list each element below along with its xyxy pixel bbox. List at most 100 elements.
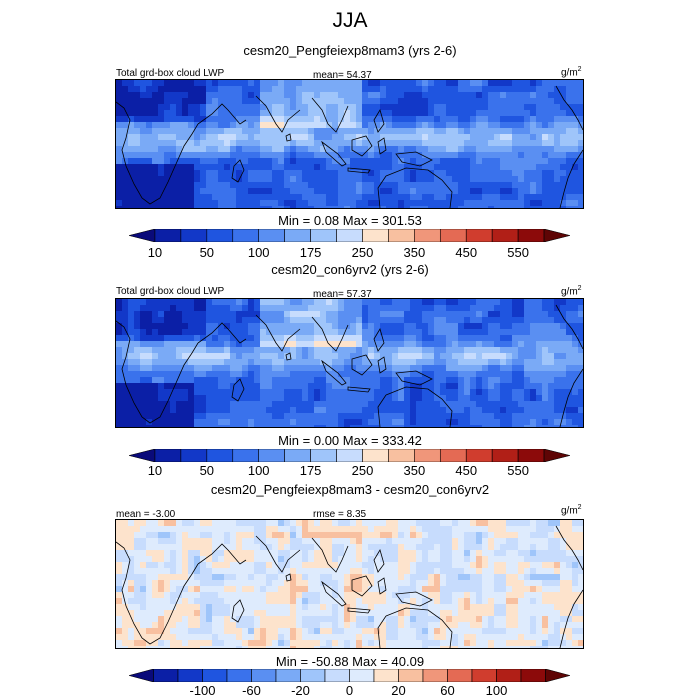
panel-3-colorbar-tick-label: 20 — [391, 683, 406, 698]
panel-1-map-coastline — [351, 135, 373, 157]
panel-2-colorbar-swatch — [284, 449, 311, 462]
panel-2-map-coastline — [377, 386, 453, 427]
panel-1-map-coastline — [116, 101, 199, 205]
panel-2-map-coastline — [116, 320, 199, 424]
panel-3-colorbar-tick-label: 100 — [485, 683, 508, 698]
panel-1-map — [115, 79, 584, 209]
panel-1-colorbar-tick-label: 175 — [299, 245, 322, 260]
panel-3-colorbar-swatch — [324, 669, 350, 682]
panel-3-map-coastline — [197, 543, 247, 565]
panel-2-colorbar-swatch — [310, 449, 337, 462]
panel-1-colorbar-swatch — [517, 229, 545, 242]
panel-3-colorbar-swatch — [202, 669, 228, 682]
panel-2-colorbar-tick-label: 350 — [403, 463, 426, 478]
panel-3-map — [115, 519, 584, 649]
panel-2-colorbar-swatch — [232, 449, 260, 462]
panel-3-colorbar-tick-label: -100 — [189, 683, 216, 698]
panel-2-colorbar-swatch — [465, 449, 493, 462]
panel-1-colorbar-swatch — [465, 229, 493, 242]
panel-1-colorbar-labels: 10 50 100 175 250 350 450 550 — [129, 245, 570, 260]
panel-1-colorbar-swatch — [206, 229, 234, 242]
panel-3-colorbar-tick-label: -20 — [291, 683, 310, 698]
panel-2-title: cesm20_con6yrv2 (yrs 2-6) — [271, 262, 429, 277]
panel-3-colorbar-swatch — [520, 669, 546, 682]
panel-2-map-coastline — [559, 368, 583, 427]
panel-1-colorbar-tick-label: 50 — [199, 245, 215, 260]
panel-3-map-coastline — [255, 535, 301, 573]
panel-2-map-coastline — [347, 386, 371, 393]
panel-3-colorbar-swatch — [153, 669, 179, 682]
panel-3-colorbar-tick-label: 0 — [345, 683, 354, 698]
panel-3-map-coastline — [116, 541, 199, 645]
panel-1-colorbar-swatch — [362, 229, 389, 242]
panel-3-map-coastline — [559, 589, 583, 648]
panel-1-colorbar-swatch — [414, 229, 441, 242]
panel-2-map-coastline — [395, 370, 433, 386]
panel-3-map-coastline — [231, 599, 245, 623]
panel-3-rmse-label: rmse = 8.35 — [313, 509, 367, 520]
panel-2-colorbar-swatch — [414, 449, 441, 462]
panel-2-colorbar-tick-label: 10 — [147, 463, 163, 478]
panel-2-colorbar-swatch — [491, 449, 519, 462]
panel-2-map-coastline — [231, 378, 245, 402]
panel-2-colorbar-swatch — [439, 449, 467, 462]
panel-2-colorbar-tick-label: 50 — [199, 463, 215, 478]
panel-2-colorbar-swatch — [206, 449, 234, 462]
panel-3-colorbar-swatch — [447, 669, 473, 682]
panel-2-colorbar-tick-label: 450 — [455, 463, 478, 478]
panel-1-colorbar-swatch — [543, 229, 570, 242]
panel-3-colorbar-swatch — [373, 669, 399, 682]
panel-3-map-coastline — [321, 580, 347, 607]
panel-2-colorbar-swatch — [543, 449, 570, 462]
panel-3-title: cesm20_Pengfeiexp8mam3 - cesm20_con6yrv2 — [210, 482, 490, 497]
panel-2-variable-label: Total grd-box cloud LWP — [116, 286, 225, 297]
panel-3-colorbar-swatch — [422, 669, 448, 682]
panel-2-colorbar-swatch — [154, 449, 182, 462]
panel-3-map-coastline — [285, 573, 292, 582]
panel-1-colorbar-swatch — [284, 229, 311, 242]
panel-3-mean-label: mean = -3.00 — [116, 509, 176, 520]
panel-1-colorbar-swatch — [154, 229, 182, 242]
panel-2-colorbar-labels: 10 50 100 175 250 350 450 550 — [129, 463, 570, 478]
panel-3-colorbar — [129, 669, 570, 682]
panel-1-title: cesm20_Pengfeiexp8mam3 (yrs 2-6) — [243, 43, 457, 58]
panel-2-colorbar-tick-label: 250 — [351, 463, 374, 478]
panel-1-map-coastline — [285, 133, 292, 142]
panel-3-map-coastline — [311, 537, 349, 573]
panel-2-map — [115, 298, 584, 428]
panel-1-minmax: Min = 0.08 Max = 301.53 — [278, 213, 422, 228]
panel-3-colorbar-swatch — [471, 669, 497, 682]
figure-title: JJA — [332, 9, 368, 32]
panel-2-colorbar-swatch — [517, 449, 545, 462]
panel-2-map-coastline — [255, 314, 301, 352]
panel-1-colorbar-swatch — [439, 229, 467, 242]
panel-3-colorbar-swatch — [545, 669, 570, 682]
panel-2-colorbar-swatch — [362, 449, 389, 462]
panel-3-colorbar-swatch — [129, 669, 154, 682]
panel-3-map-coastline — [351, 575, 373, 597]
panel-3-minmax: Min = -50.88 Max = 40.09 — [275, 654, 425, 669]
panel-1-colorbar — [129, 229, 570, 242]
panel-1-colorbar-swatch — [491, 229, 519, 242]
panel-3-colorbar-swatch — [398, 669, 424, 682]
panel-2-colorbar — [129, 449, 570, 462]
panel-1-colorbar-tick-label: 550 — [507, 245, 529, 260]
panel-3-map-coastline — [377, 607, 453, 648]
panel-2-colorbar-swatch — [180, 449, 208, 462]
panel-3-colorbar-swatch — [251, 669, 277, 682]
panel-2-colorbar-swatch — [129, 449, 156, 462]
panel-1-map-coastline — [373, 109, 387, 155]
panel-3-colorbar-tick-label: 60 — [440, 683, 455, 698]
panel-1-map-coastline — [559, 149, 583, 208]
panel-1-colorbar-tick-label: 450 — [455, 245, 478, 260]
panel-2-colorbar-tick-label: 175 — [299, 463, 322, 478]
panel-3-colorbar-labels: -100 -60 -20 0 20 60 100 — [129, 683, 570, 698]
panel-3-colorbar-swatch — [496, 669, 522, 682]
panel-1-colorbar-swatch — [180, 229, 208, 242]
panel-1-colorbar-swatch — [388, 229, 415, 242]
panel-2-colorbar-tick-label: 100 — [247, 463, 270, 478]
panel-1-colorbar-tick-label: 10 — [147, 245, 163, 260]
panel-3-map-coastline — [373, 549, 387, 595]
panel-2-map-coastline — [351, 354, 373, 376]
panel-1-map-coastline — [231, 159, 245, 183]
